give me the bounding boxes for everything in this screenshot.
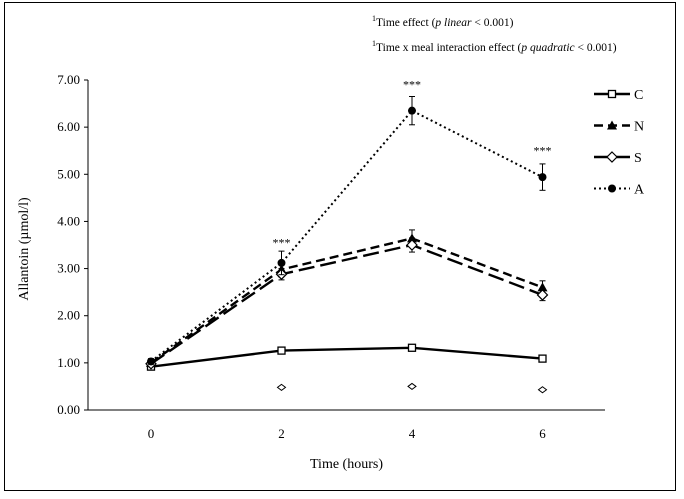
data-point [538, 173, 547, 182]
legend-marker [606, 151, 618, 163]
legend-label: A [634, 183, 645, 198]
legend: C N S A [594, 88, 645, 198]
legend-marker [608, 184, 616, 193]
series-line [150, 237, 543, 364]
annotation-note: 1Time x meal interaction effect (p quadr… [372, 39, 617, 54]
y-tick-label: 5.00 [57, 166, 80, 181]
y-tick-label: 0.00 [57, 402, 80, 417]
legend-item-C: C [594, 88, 643, 103]
data-point [277, 346, 286, 355]
data-point [536, 289, 549, 301]
series-C [146, 343, 547, 371]
plot-area: *** *** *** [145, 78, 552, 394]
baseline-marker [276, 383, 287, 391]
annotation-note: 1Time effect (p linear < 0.001) [372, 14, 514, 29]
legend-label: S [634, 151, 642, 166]
significance-label: *** [273, 236, 291, 250]
data-point [407, 343, 417, 352]
y-tick-label: 2.00 [57, 308, 80, 323]
x-tick-label: 6 [539, 426, 546, 441]
legend-item-N: N [594, 120, 644, 135]
x-tick-label: 0 [148, 426, 155, 441]
legend-item-A: A [594, 183, 645, 198]
legend-marker [607, 120, 617, 130]
y-tick-label: 6.00 [57, 119, 80, 134]
data-point [277, 258, 286, 267]
x-tick-label: 4 [409, 426, 416, 441]
x-axis-title: Time (hours) [310, 457, 383, 472]
series-line [150, 346, 543, 368]
x-tick-label: 2 [278, 426, 285, 441]
annotations: 1Time effect (p linear < 0.001) 1Time x m… [372, 14, 617, 54]
series-N [146, 229, 548, 367]
chart-frame [4, 2, 676, 491]
y-tick-label: 7.00 [57, 72, 80, 87]
data-point [406, 239, 418, 251]
baseline-marker [537, 386, 548, 394]
series-line [150, 109, 543, 363]
axes: 0.00 1.00 2.00 3.00 4.00 5.00 6.00 7.00 0 2 4 6 Time… [17, 72, 605, 472]
data-point [147, 357, 155, 366]
data-point [538, 354, 547, 363]
legend-item-S: S [594, 151, 642, 166]
legend-label: C [634, 88, 643, 103]
data-point [408, 106, 416, 115]
significance-label: *** [403, 78, 421, 92]
legend-label: N [634, 120, 644, 135]
significance-label: *** [534, 144, 552, 158]
series-line [150, 243, 543, 365]
y-tick-label: 1.00 [57, 355, 80, 370]
y-tick-label: 3.00 [57, 261, 80, 276]
y-axis-title: Allantoin (µmol/l) [17, 197, 32, 301]
y-tick-label: 4.00 [57, 213, 80, 228]
series-A [147, 96, 547, 366]
baseline-marker [407, 382, 417, 391]
legend-marker [607, 89, 617, 99]
